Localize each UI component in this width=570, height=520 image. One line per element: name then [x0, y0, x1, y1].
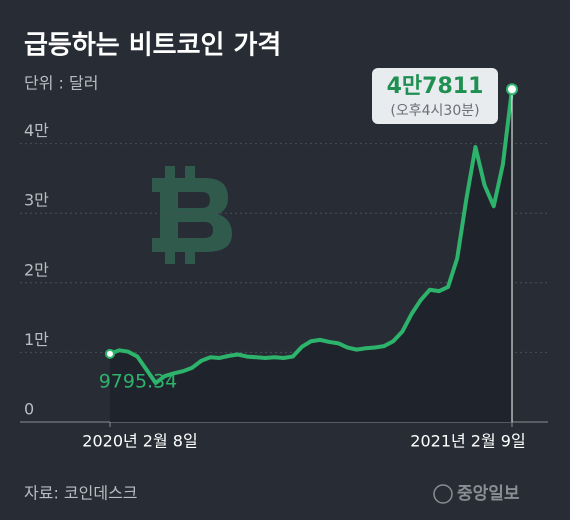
- bitcoin-logo: [152, 166, 232, 264]
- start-annotation: 9795.34: [99, 370, 178, 392]
- publisher: 중앙일보: [457, 484, 520, 504]
- x-tick-label: 2020년 2월 8일: [82, 432, 197, 451]
- chart-title: 급등하는 비트코인 가격: [24, 31, 281, 61]
- end-annotation: 4만7811: [387, 74, 484, 99]
- y-tick-label: 0: [24, 400, 34, 419]
- subtitle: 단위 : 달러: [24, 74, 98, 93]
- y-tick-label: 2만: [24, 260, 49, 279]
- y-tick-label: 3만: [24, 191, 49, 210]
- y-tick-label: 4만: [24, 121, 49, 140]
- source: 자료: 코인데스크: [24, 484, 138, 503]
- area: [110, 89, 512, 422]
- callout-box: [372, 68, 498, 124]
- x-tick-label: 2021년 2월 9일: [410, 432, 525, 451]
- end-point: [506, 83, 518, 96]
- end-time: (오후4시30분): [390, 103, 479, 119]
- publisher-logo: [433, 484, 453, 504]
- y-tick-label: 1만: [24, 330, 49, 349]
- line: [109, 88, 514, 386]
- start-point: [105, 348, 115, 359]
